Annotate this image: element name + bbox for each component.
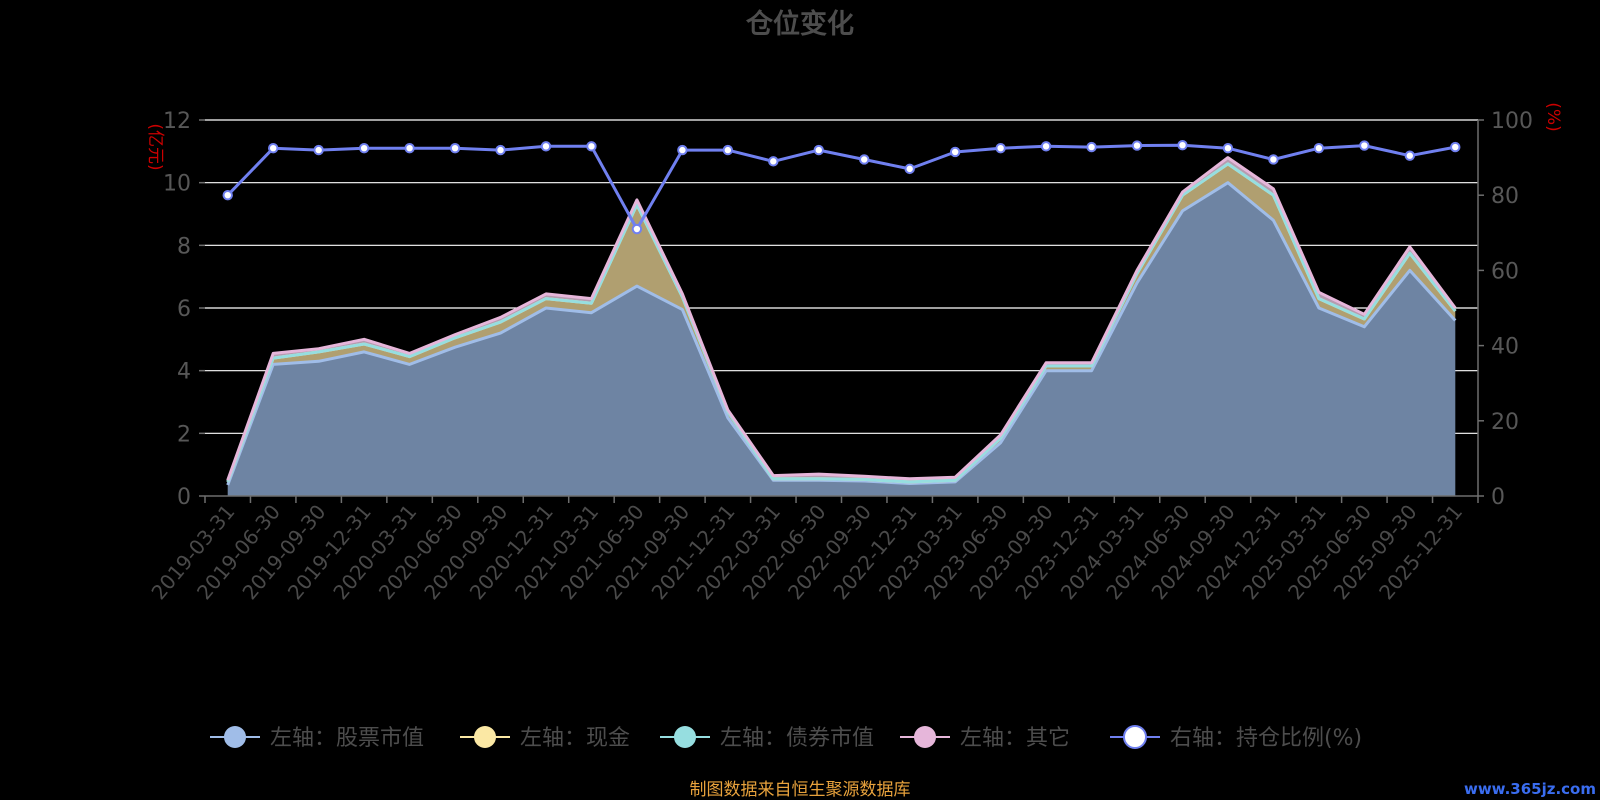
position-ratio-point (1131, 140, 1143, 151)
position-ratio-point (404, 143, 415, 154)
right-tick-label: 60 (1491, 259, 1519, 284)
position-ratio-point (540, 141, 552, 152)
series-line-1 (226, 181, 1457, 486)
series-line-3 (226, 162, 1457, 484)
position-ratio-point (722, 144, 734, 156)
legend-item-3[interactable]: 左轴：债券市值 (660, 726, 874, 751)
legend-item-5[interactable]: 右轴：持仓比例(%) (1110, 725, 1362, 751)
legend-marker-icon (224, 726, 246, 748)
data-source-footer: 制图数据来自恒生聚源数据库 (690, 780, 911, 800)
position-ratio-point (859, 154, 870, 165)
position-ratio-point (1404, 150, 1416, 161)
watermark: www.365jz.com (1463, 780, 1596, 798)
position-ratio-point (1222, 143, 1234, 154)
right-tick-label: 20 (1491, 410, 1519, 435)
legend-label: 左轴：其它 (960, 726, 1070, 751)
position-ratio-point (358, 143, 370, 154)
axis-layer: 0246810120204060801002019-03-312019-06-3… (146, 109, 1533, 604)
position-ratio-point (267, 143, 279, 154)
position-ratio-point (631, 223, 643, 235)
legend-label: 左轴：现金 (520, 726, 630, 751)
position-ratio-point (1177, 139, 1188, 151)
position-ratio-point (1313, 143, 1325, 154)
legend-marker-icon (674, 726, 696, 748)
right-tick-label: 40 (1491, 335, 1519, 360)
left-axis-unit: (亿元) (145, 123, 165, 170)
position-ratio-point (495, 144, 506, 156)
position-ratio-point (995, 143, 1006, 154)
series-line-4 (226, 156, 1457, 481)
legend-label: 右轴：持仓比例(%) (1170, 726, 1362, 751)
right-tick-label: 0 (1491, 485, 1505, 510)
legend-marker-icon (1123, 725, 1147, 749)
position-ratio-point (904, 163, 915, 175)
position-ratio-point (813, 144, 824, 156)
chart-title: 仓位变化 (745, 8, 854, 40)
position-ratio-line (226, 143, 1456, 231)
legend-item-4[interactable]: 左轴：其它 (900, 726, 1070, 751)
position-ratio-point (313, 144, 324, 156)
right-axis-unit: (%) (1543, 102, 1563, 131)
legend-item-1[interactable]: 左轴：股票市值 (210, 726, 424, 751)
left-tick-label: 6 (177, 297, 191, 322)
position-ratio-point (949, 146, 961, 158)
position-ratio-point (1268, 154, 1279, 165)
position-ratio-point (1359, 140, 1370, 151)
legend-label: 左轴：债券市值 (720, 726, 874, 751)
line-layer (222, 139, 1461, 235)
left-tick-label: 0 (177, 485, 191, 510)
left-tick-label: 12 (163, 109, 191, 134)
position-ratio-point (449, 143, 461, 154)
series-area-1 (227, 182, 1456, 496)
left-tick-label: 2 (177, 422, 191, 447)
position-ratio-point (768, 156, 779, 167)
left-tick-label: 10 (163, 172, 191, 197)
left-tick-label: 4 (177, 360, 191, 385)
right-tick-label: 100 (1491, 109, 1533, 134)
position-ratio-point (1086, 141, 1097, 153)
position-ratio-point (1450, 141, 1461, 153)
position-ratio-point (1040, 141, 1052, 152)
position-ratio-point (586, 141, 597, 152)
legend-item-2[interactable]: 左轴：现金 (460, 726, 630, 751)
position-ratio-point (677, 144, 688, 156)
area-layer (226, 156, 1457, 496)
right-tick-label: 80 (1491, 184, 1519, 209)
legend[interactable]: 左轴：股票市值 左轴：现金 左轴：债券市值 左轴：其它 右轴：持仓比例(%) (210, 725, 1362, 751)
legend-marker-icon (474, 726, 496, 748)
position-ratio-point (222, 190, 233, 201)
legend-marker-icon (914, 726, 936, 748)
legend-label: 左轴：股票市值 (270, 726, 424, 751)
left-tick-label: 8 (177, 234, 191, 259)
